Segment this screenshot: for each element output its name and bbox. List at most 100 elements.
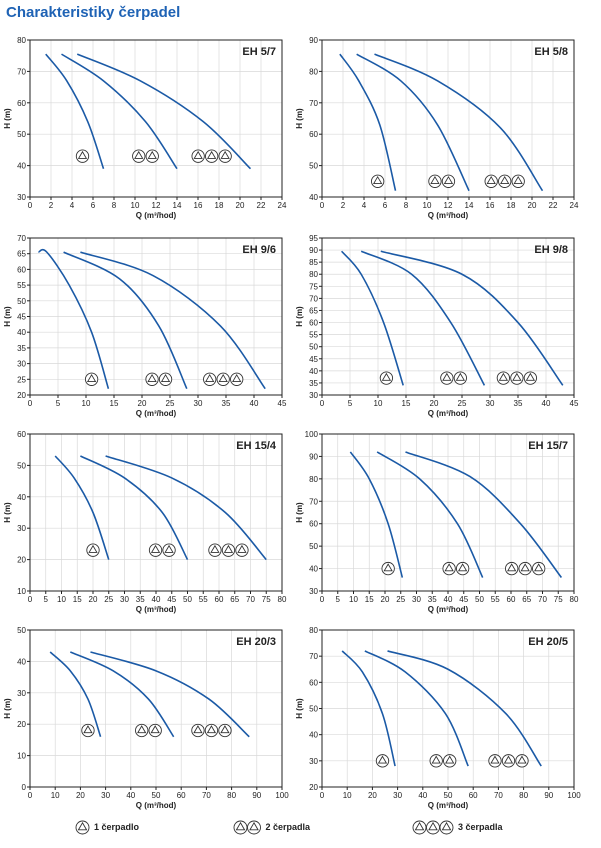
pump-symbol-icon: [505, 561, 519, 576]
x-tick-label: 15: [73, 595, 82, 604]
pump-symbol-icon: [162, 543, 176, 557]
y-tick-label: 30: [17, 524, 26, 533]
pump-symbol-icon: [381, 561, 395, 576]
x-tick-label: 12: [444, 201, 453, 210]
legend-label: 3 čerpadla: [458, 822, 503, 832]
pump-count-marker-2: [429, 754, 457, 768]
pump-count-marker-2: [145, 372, 173, 386]
y-tick-label: 30: [309, 391, 318, 400]
pump-symbol-icon: [518, 561, 532, 576]
x-tick-label: 40: [152, 595, 161, 604]
series-line-3: [387, 650, 542, 767]
pump-count-marker-1: [84, 372, 99, 386]
y-tick-label: 50: [17, 626, 26, 635]
pump-symbol-icon: [515, 754, 529, 768]
legend-item-2: 2 čerpadla: [233, 818, 310, 836]
x-tick-label: 25: [166, 399, 175, 408]
x-tick-label: 45: [459, 595, 468, 604]
pump-symbol-icon: [455, 561, 470, 576]
y-tick-label: 60: [309, 319, 318, 328]
y-tick-label: 20: [17, 556, 26, 565]
pump-symbol-icon: [440, 371, 454, 385]
pump-count-marker-1: [381, 561, 395, 576]
x-tick-label: 35: [428, 595, 437, 604]
pump-count-marker-1: [371, 174, 385, 188]
y-tick-label: 30: [309, 587, 318, 596]
pump-count-marker-2: [428, 174, 456, 188]
chart-title: EH 5/7: [242, 46, 276, 58]
x-tick-label: 8: [112, 201, 117, 210]
pump-symbol-icon: [81, 723, 95, 738]
x-tick-label: 22: [549, 201, 558, 210]
pump-symbol-icon: [443, 754, 457, 768]
x-tick-label: 15: [110, 399, 119, 408]
x-tick-label: 40: [126, 791, 135, 800]
pump-symbol-icon: [148, 723, 162, 738]
y-tick-label: 80: [309, 270, 318, 279]
y-tick-label: 70: [309, 497, 318, 506]
x-tick-label: 70: [538, 595, 547, 604]
y-tick-label: 20: [17, 391, 26, 400]
y-tick-label: 70: [17, 67, 26, 76]
pump-symbol-icon: [439, 820, 454, 834]
y-tick-label: 60: [17, 99, 26, 108]
chart-title: EH 9/6: [242, 244, 276, 256]
series-line-2: [69, 651, 175, 738]
series-line-2: [356, 53, 470, 192]
pump-symbol-icon: [235, 543, 249, 557]
pump-symbol-icon: [221, 543, 236, 557]
x-tick-label: 10: [82, 399, 91, 408]
series-line-2: [364, 650, 469, 767]
x-tick-label: 65: [522, 595, 531, 604]
x-tick-label: 0: [28, 201, 33, 210]
pump-count-marker-3: [203, 372, 244, 386]
y-tick-label: 80: [17, 36, 26, 45]
y-tick-label: 40: [309, 193, 318, 202]
y-tick-label: 10: [17, 587, 26, 596]
chart-eh-9-6: 0 5 10 15 20 25 30 35 40 45 20 25 30 35 40 45 50 55 60 65 70…: [3, 234, 287, 418]
x-tick-label: 30: [120, 595, 129, 604]
x-tick-label: 80: [519, 791, 528, 800]
y-tick-label: 100: [305, 430, 319, 439]
x-tick-label: 55: [199, 595, 208, 604]
y-tick-label: 60: [309, 520, 318, 529]
x-tick-label: 50: [152, 791, 161, 800]
chart-title: EH 15/7: [528, 440, 568, 452]
y-tick-label: 50: [17, 297, 26, 306]
pump-count-marker-3: [191, 723, 232, 738]
pump-symbol-icon: [191, 723, 205, 738]
y-tick-label: 65: [17, 250, 26, 259]
pump-symbol-icon: [158, 372, 173, 386]
series-line-3: [76, 53, 252, 170]
series-line-2: [61, 53, 178, 170]
y-tick-label: 60: [309, 130, 318, 139]
pump-symbol-icon: [484, 174, 498, 188]
x-tick-label: 45: [570, 399, 579, 408]
x-axis-label: Q (m³/hod): [136, 801, 177, 810]
legend-label: 2 čerpadla: [265, 822, 311, 832]
x-tick-label: 25: [104, 595, 113, 604]
x-tick-label: 50: [444, 791, 453, 800]
x-tick-label: 55: [491, 595, 500, 604]
chart-title: EH 20/3: [236, 636, 276, 648]
y-tick-label: 40: [17, 493, 26, 502]
y-tick-label: 70: [309, 99, 318, 108]
x-tick-label: 24: [570, 201, 579, 210]
pump-count-marker-3: [208, 543, 249, 557]
x-tick-label: 45: [167, 595, 176, 604]
pump-symbol-icon: [412, 820, 427, 834]
y-tick-label: 50: [17, 130, 26, 139]
x-tick-label: 40: [542, 399, 551, 408]
pump-symbol-icon: [453, 371, 468, 385]
y-tick-label: 80: [309, 626, 318, 635]
y-axis-label: H (m): [3, 698, 12, 719]
x-tick-label: 70: [202, 791, 211, 800]
pump-count-marker-1: [379, 371, 394, 385]
y-axis-label: H (m): [295, 698, 304, 719]
x-tick-label: 30: [393, 791, 402, 800]
x-tick-label: 70: [246, 595, 255, 604]
pump-symbol-icon: [204, 149, 219, 163]
y-tick-label: 90: [309, 36, 318, 45]
y-tick-label: 55: [309, 331, 318, 340]
